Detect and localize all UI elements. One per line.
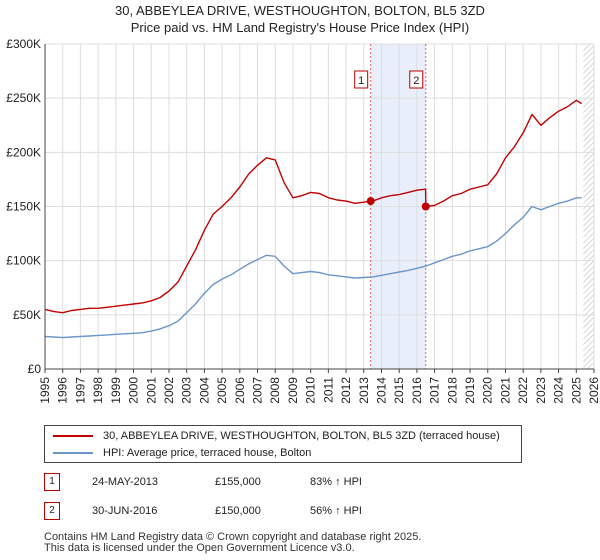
x-tick-label: 2023 <box>534 377 548 404</box>
y-tick-label: £0 <box>28 362 42 376</box>
transaction-price: £150,000 <box>215 505 261 517</box>
sale-point <box>366 197 375 206</box>
transaction-hpi: 56% ↑ HPI <box>310 505 362 517</box>
x-tick-label: 2005 <box>215 377 229 404</box>
x-tick-label: 1996 <box>56 377 70 404</box>
x-tick-label: 2002 <box>162 377 176 404</box>
transaction-date: 30-JUN-2016 <box>92 505 158 517</box>
legend-label-hpi: HPI: Average price, terraced house, Bolt… <box>103 447 312 459</box>
transaction-price: £155,000 <box>215 476 261 488</box>
x-tick-label: 2008 <box>268 377 282 404</box>
transaction-hpi: 83% ↑ HPI <box>310 476 362 488</box>
x-tick-label: 2010 <box>304 377 318 404</box>
sale-point <box>421 202 430 211</box>
x-tick-label: 2003 <box>180 377 194 404</box>
x-tick-label: 2012 <box>339 377 353 404</box>
property-price-line <box>44 99 582 314</box>
x-tick-label: 2019 <box>463 377 477 404</box>
x-tick-label: 2011 <box>321 377 335 403</box>
hpi-line <box>44 197 582 339</box>
marker-box <box>409 70 424 89</box>
chart-title: 30, ABBEYLEA DRIVE, WESTHOUGHTON, BOLTON… <box>115 3 485 18</box>
legend: 30, ABBEYLEA DRIVE, WESTHOUGHTON, BOLTON… <box>44 425 522 463</box>
footer: Contains HM Land Registry data © Crown c… <box>44 532 421 554</box>
x-tick-label: 2021 <box>498 377 512 404</box>
x-tick-label: 2014 <box>374 377 388 404</box>
x-tick-label: 2017 <box>428 377 442 404</box>
x-tick-label: 2006 <box>233 377 247 404</box>
x-tick-label: 2000 <box>127 377 141 404</box>
y-tick-label: £150K <box>6 200 41 214</box>
legend-item-hpi: HPI: Average price, terraced house, Bolt… <box>53 445 311 461</box>
y-tick-label: £200K <box>6 145 41 159</box>
x-tick-label: 2018 <box>445 377 459 404</box>
transaction-date: 24-MAY-2013 <box>92 476 159 488</box>
marker-label: 1 <box>358 75 364 87</box>
x-tick-label: 2025 <box>569 377 583 404</box>
x-tick-label: 2009 <box>286 377 300 404</box>
y-tick-label: £50K <box>13 308 41 322</box>
x-tick-label: 2015 <box>392 377 406 404</box>
transaction-badge: 1 <box>44 473 60 491</box>
x-tick-label: 2001 <box>144 377 158 404</box>
y-tick-label: £250K <box>6 91 41 105</box>
x-tick-label: 2016 <box>410 377 424 404</box>
chart-subtitle: Price paid vs. HM Land Registry's House … <box>130 20 470 35</box>
marker-label: 2 <box>413 75 419 87</box>
legend-swatch-hpi <box>53 452 93 454</box>
footer-copyright: Contains HM Land Registry data © Crown c… <box>44 531 422 543</box>
x-tick-label: 1995 <box>38 377 52 404</box>
x-tick-label: 2026 <box>587 377 600 404</box>
legend-swatch-property <box>53 435 93 437</box>
legend-item-property: 30, ABBEYLEA DRIVE, WESTHOUGHTON, BOLTON… <box>53 428 500 444</box>
x-tick-label: 2013 <box>357 377 371 404</box>
x-tick-label: 1998 <box>91 377 105 404</box>
transaction-badge: 2 <box>44 502 60 520</box>
legend-label-property: 30, ABBEYLEA DRIVE, WESTHOUGHTON, BOLTON… <box>103 430 500 442</box>
x-tick-label: 2024 <box>552 377 566 404</box>
x-tick-label: 2020 <box>481 377 495 404</box>
x-tick-label: 1997 <box>73 377 87 404</box>
footer-licence: This data is licensed under the Open Gov… <box>44 542 355 554</box>
y-tick-label: £100K <box>6 254 41 268</box>
y-tick-label: £300K <box>6 37 41 51</box>
x-tick-label: 2022 <box>516 377 530 404</box>
marker-box <box>354 70 369 89</box>
x-tick-label: 2004 <box>197 377 211 404</box>
x-tick-label: 2007 <box>251 377 265 404</box>
x-tick-label: 1999 <box>109 377 123 404</box>
